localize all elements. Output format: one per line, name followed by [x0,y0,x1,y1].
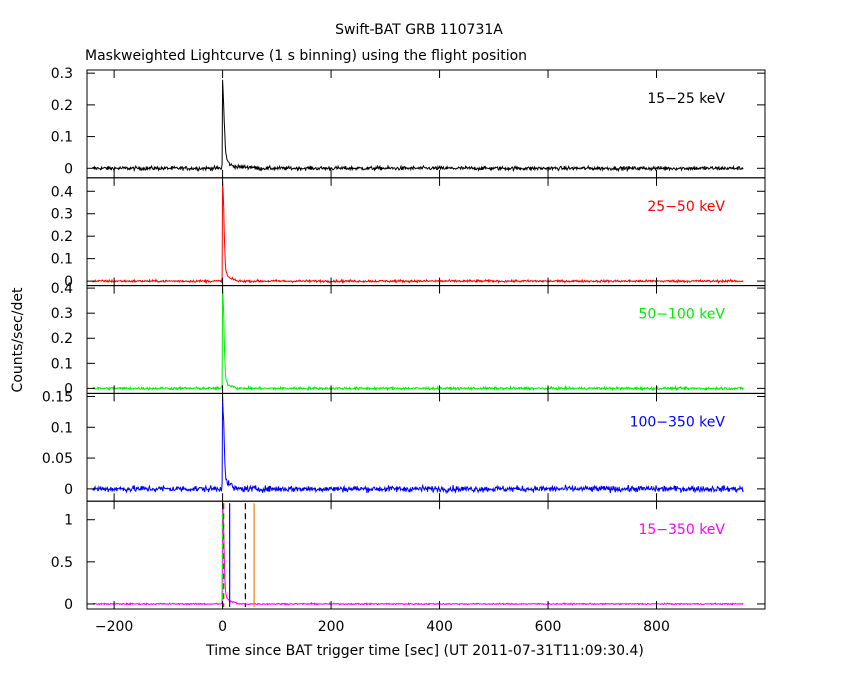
y-tick-label: 0.2 [51,229,73,245]
y-tick-label: 0.1 [51,420,73,436]
chart-title: Swift-BAT GRB 110731A [335,22,503,38]
panel-1: 0 0.1 0.2 0.3 15−25 keV [51,66,766,179]
y-tick-label: 0.4 [51,281,73,297]
panel-3: 0 0.1 0.2 0.3 0.4 50−100 keV [51,281,766,397]
y-tick-label: 0.15 [42,389,73,405]
panel-4: 0 0.05 0.1 0.15 100−350 keV [42,389,766,502]
panel-2: 0 0.1 0.2 0.3 0.4 25−50 keV [51,177,766,290]
panel-frame [86,500,766,610]
x-tick-label: 200 [318,619,345,635]
y-tick-label: 0.1 [51,252,73,268]
panel-energy-label: 15−350 keV [638,522,725,538]
y-tick-label: 0.1 [51,356,73,372]
x-axis-label: Time since BAT trigger time [sec] (UT 20… [205,643,644,659]
y-tick-label: 0.3 [51,306,73,322]
panels-group: 0 0.1 0.2 0.3 15−25 keV 0 0.1 0.2 0.3 0.4 25−50 ke… [42,66,766,635]
panel-frame [86,69,766,179]
series-line-15-350-keV [92,502,744,607]
panel-frame [86,285,766,394]
y-tick-label: 0 [64,597,73,613]
x-tick-label: 800 [643,619,670,635]
y-tick-label: 0 [64,381,73,397]
series-line-25-50-keV [92,181,744,284]
y-axis-label: Counts/sec/det [10,287,26,392]
y-tick-label: 0 [64,161,73,177]
y-tick-label: 0.4 [51,184,73,200]
panel-energy-label: 100−350 keV [630,414,726,430]
y-tick-label: 0.5 [51,555,73,571]
series-line-50-100-keV [92,288,744,392]
y-tick-label: 0 [64,274,73,290]
x-tick-label: 600 [535,619,562,635]
y-tick-label: 0.1 [51,130,73,146]
panel-energy-label: 15−25 keV [647,91,725,107]
y-tick-label: 0.05 [42,451,73,467]
panel-5: 0 0.5 1 15−350 keV [51,500,766,613]
y-tick-label: 1 [64,513,73,529]
panel-frame [86,392,766,502]
x-tick-label: −200 [95,619,133,635]
x-tick-label: 400 [426,619,453,635]
x-tick-label: 0 [218,619,227,635]
y-tick-label: 0.3 [51,66,73,82]
y-tick-label: 0.2 [51,98,73,114]
panel-energy-label: 25−50 keV [647,199,725,215]
chart-subtitle: Maskweighted Lightcurve (1 s binning) us… [85,48,527,64]
panel-frame [86,177,766,287]
y-tick-label: 0 [64,482,73,498]
y-tick-label: 0.3 [51,207,73,223]
panel-energy-label: 50−100 keV [638,307,725,323]
y-tick-label: 0.2 [51,331,73,347]
series-line-100-350-keV [92,397,744,495]
series-line-15-25-keV [92,79,744,173]
